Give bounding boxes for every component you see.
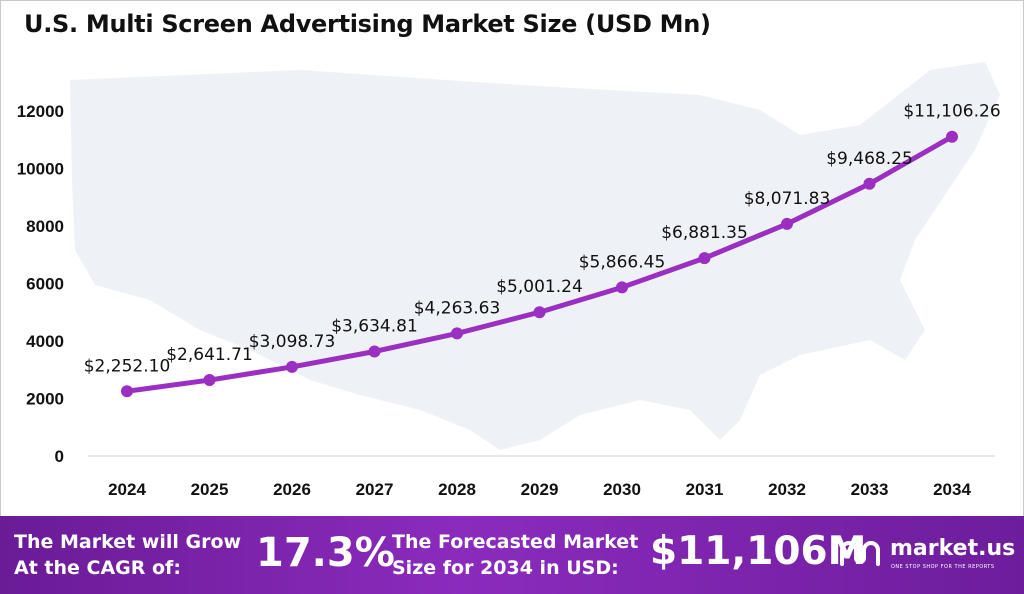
data-point <box>863 177 876 190</box>
data-label: $8,071.83 <box>744 189 831 209</box>
data-label: $2,252.10 <box>84 356 171 376</box>
data-point <box>451 327 463 340</box>
y-tick-label: 6000 <box>26 275 64 294</box>
x-tick-label: 2031 <box>686 480 724 499</box>
y-tick-label: 10000 <box>17 160 64 179</box>
x-tick-label: 2029 <box>521 480 559 499</box>
x-tick-label: 2033 <box>851 480 889 499</box>
data-point <box>121 385 133 398</box>
brand-name: market.us <box>890 536 1016 561</box>
cagr-value: 17.3% <box>256 530 395 576</box>
x-tick-label: 2028 <box>438 480 476 499</box>
y-tick-label: 0 <box>55 447 64 466</box>
x-tick-label: 2025 <box>191 480 229 499</box>
data-point <box>616 281 628 294</box>
x-tick-label: 2032 <box>768 480 806 499</box>
chart-title: U.S. Multi Screen Advertising Market Siz… <box>24 10 711 38</box>
data-labels: $2,252.10$2,641.71$3,098.73$3,634.81$4,2… <box>84 102 1001 377</box>
axes: 0 2000 4000 6000 8000 10000 12000 2024 2025 2026 2… <box>17 102 995 499</box>
data-point <box>203 374 216 387</box>
data-label: $11,106.26 <box>903 102 1000 122</box>
map-shape <box>70 62 1000 450</box>
data-label: $4,263.63 <box>414 298 501 318</box>
cagr-text: The Market will Grow At the CAGR of: <box>14 531 242 579</box>
brand-tagline: ONE STOP SHOP FOR THE REPORTS <box>891 564 995 570</box>
x-tick-label: 2024 <box>108 480 146 499</box>
y-tick-label: 4000 <box>26 332 64 351</box>
data-point <box>781 217 793 230</box>
data-label: $2,641.71 <box>166 345 253 365</box>
data-label: $3,634.81 <box>331 316 418 336</box>
data-point <box>368 345 381 358</box>
x-tick-label: 2030 <box>603 480 641 499</box>
summary-banner: The Market will Grow At the CAGR of: 17.… <box>0 516 1024 594</box>
data-label: $5,001.24 <box>496 277 583 297</box>
data-label: $3,098.73 <box>249 332 336 352</box>
data-label: $6,881.35 <box>661 223 748 243</box>
y-tick-label: 12000 <box>17 102 64 121</box>
data-label: $9,468.25 <box>826 149 913 169</box>
market-us-logo-icon <box>840 541 880 566</box>
forecast-value: $11,106M <box>650 529 867 574</box>
x-tick-label: 2027 <box>356 480 394 499</box>
x-tick-label: 2026 <box>273 480 311 499</box>
y-tick-label: 8000 <box>26 217 64 236</box>
data-point <box>286 360 298 373</box>
us-map-background <box>70 62 1000 450</box>
line-chart: 0 2000 4000 6000 8000 10000 12000 2024 2025 2026 2… <box>17 62 1001 499</box>
data-point <box>698 252 711 265</box>
forecast-text: The Forecasted Market Size for 2034 in U… <box>392 531 639 579</box>
x-tick-label: 2034 <box>933 480 971 499</box>
y-tick-label: 2000 <box>26 390 64 409</box>
data-point <box>946 130 958 143</box>
series-line <box>121 130 958 398</box>
data-label: $5,866.45 <box>579 252 666 272</box>
data-point <box>533 306 546 319</box>
